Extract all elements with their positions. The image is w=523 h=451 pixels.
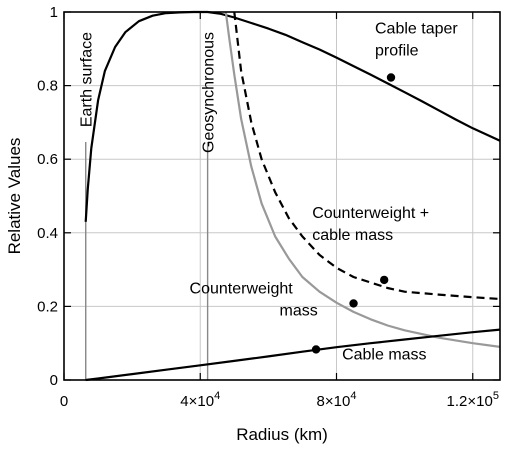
counterweight-cable-mass-annotation: Counterweight +	[312, 205, 429, 222]
plot-frame	[63, 11, 501, 381]
y-tick-label: 0.2	[37, 298, 58, 315]
counterweight-mass-annotation: Counterweight	[190, 280, 294, 297]
cable-taper-profile-series	[84, 10, 501, 222]
cable-taper-profile-annotation: profile	[375, 43, 419, 60]
y-tick-label: 1	[50, 4, 58, 21]
series-markers	[311, 73, 396, 354]
counterweight-mass-marker	[349, 299, 358, 308]
y-tick-label: 0.8	[37, 78, 58, 95]
x-axis-label: Radius (km)	[236, 425, 328, 444]
counterweight-cable-mass-series	[233, 11, 501, 301]
grid-lines	[64, 12, 500, 380]
axis-ticks: 0 0.2 0.4 0.6 0.8 1 0 4×104 8×104 1.2×105	[37, 4, 500, 410]
cable-taper-profile-marker	[386, 73, 396, 82]
series-lines	[84, 10, 501, 382]
x-tick-label: 4×104	[180, 390, 220, 410]
cable-mass-annotation: Cable mass	[342, 346, 426, 363]
y-tick-label: 0.6	[37, 151, 58, 168]
counterweight-cable-mass-annotation: cable mass	[312, 227, 393, 244]
geosynchronous-label: Geosynchronous	[201, 32, 218, 153]
counterweight-mass-annotation: mass	[280, 302, 318, 319]
counterweight-cable-mass-marker	[379, 275, 389, 285]
cable-mass-marker	[311, 345, 321, 354]
y-tick-label: 0.4	[37, 225, 58, 242]
x-tick-label: 8×104	[317, 390, 357, 410]
earth-surface-label: Earth surface	[79, 32, 96, 127]
counterweight-mass-series	[224, 11, 501, 348]
y-axis-label: Relative Values	[5, 138, 24, 255]
x-tick-label: 1.2×105	[447, 390, 499, 410]
series-annotations: Cable taper profile Counterweight + cable m…	[190, 21, 459, 364]
reference-lines: Earth surface Geosynchronous	[79, 32, 218, 380]
y-tick-label: 0	[50, 372, 58, 389]
x-tick-label: 0	[60, 393, 68, 410]
cable-mass-series	[85, 328, 501, 382]
cable-taper-profile-annotation: Cable taper	[375, 21, 458, 38]
